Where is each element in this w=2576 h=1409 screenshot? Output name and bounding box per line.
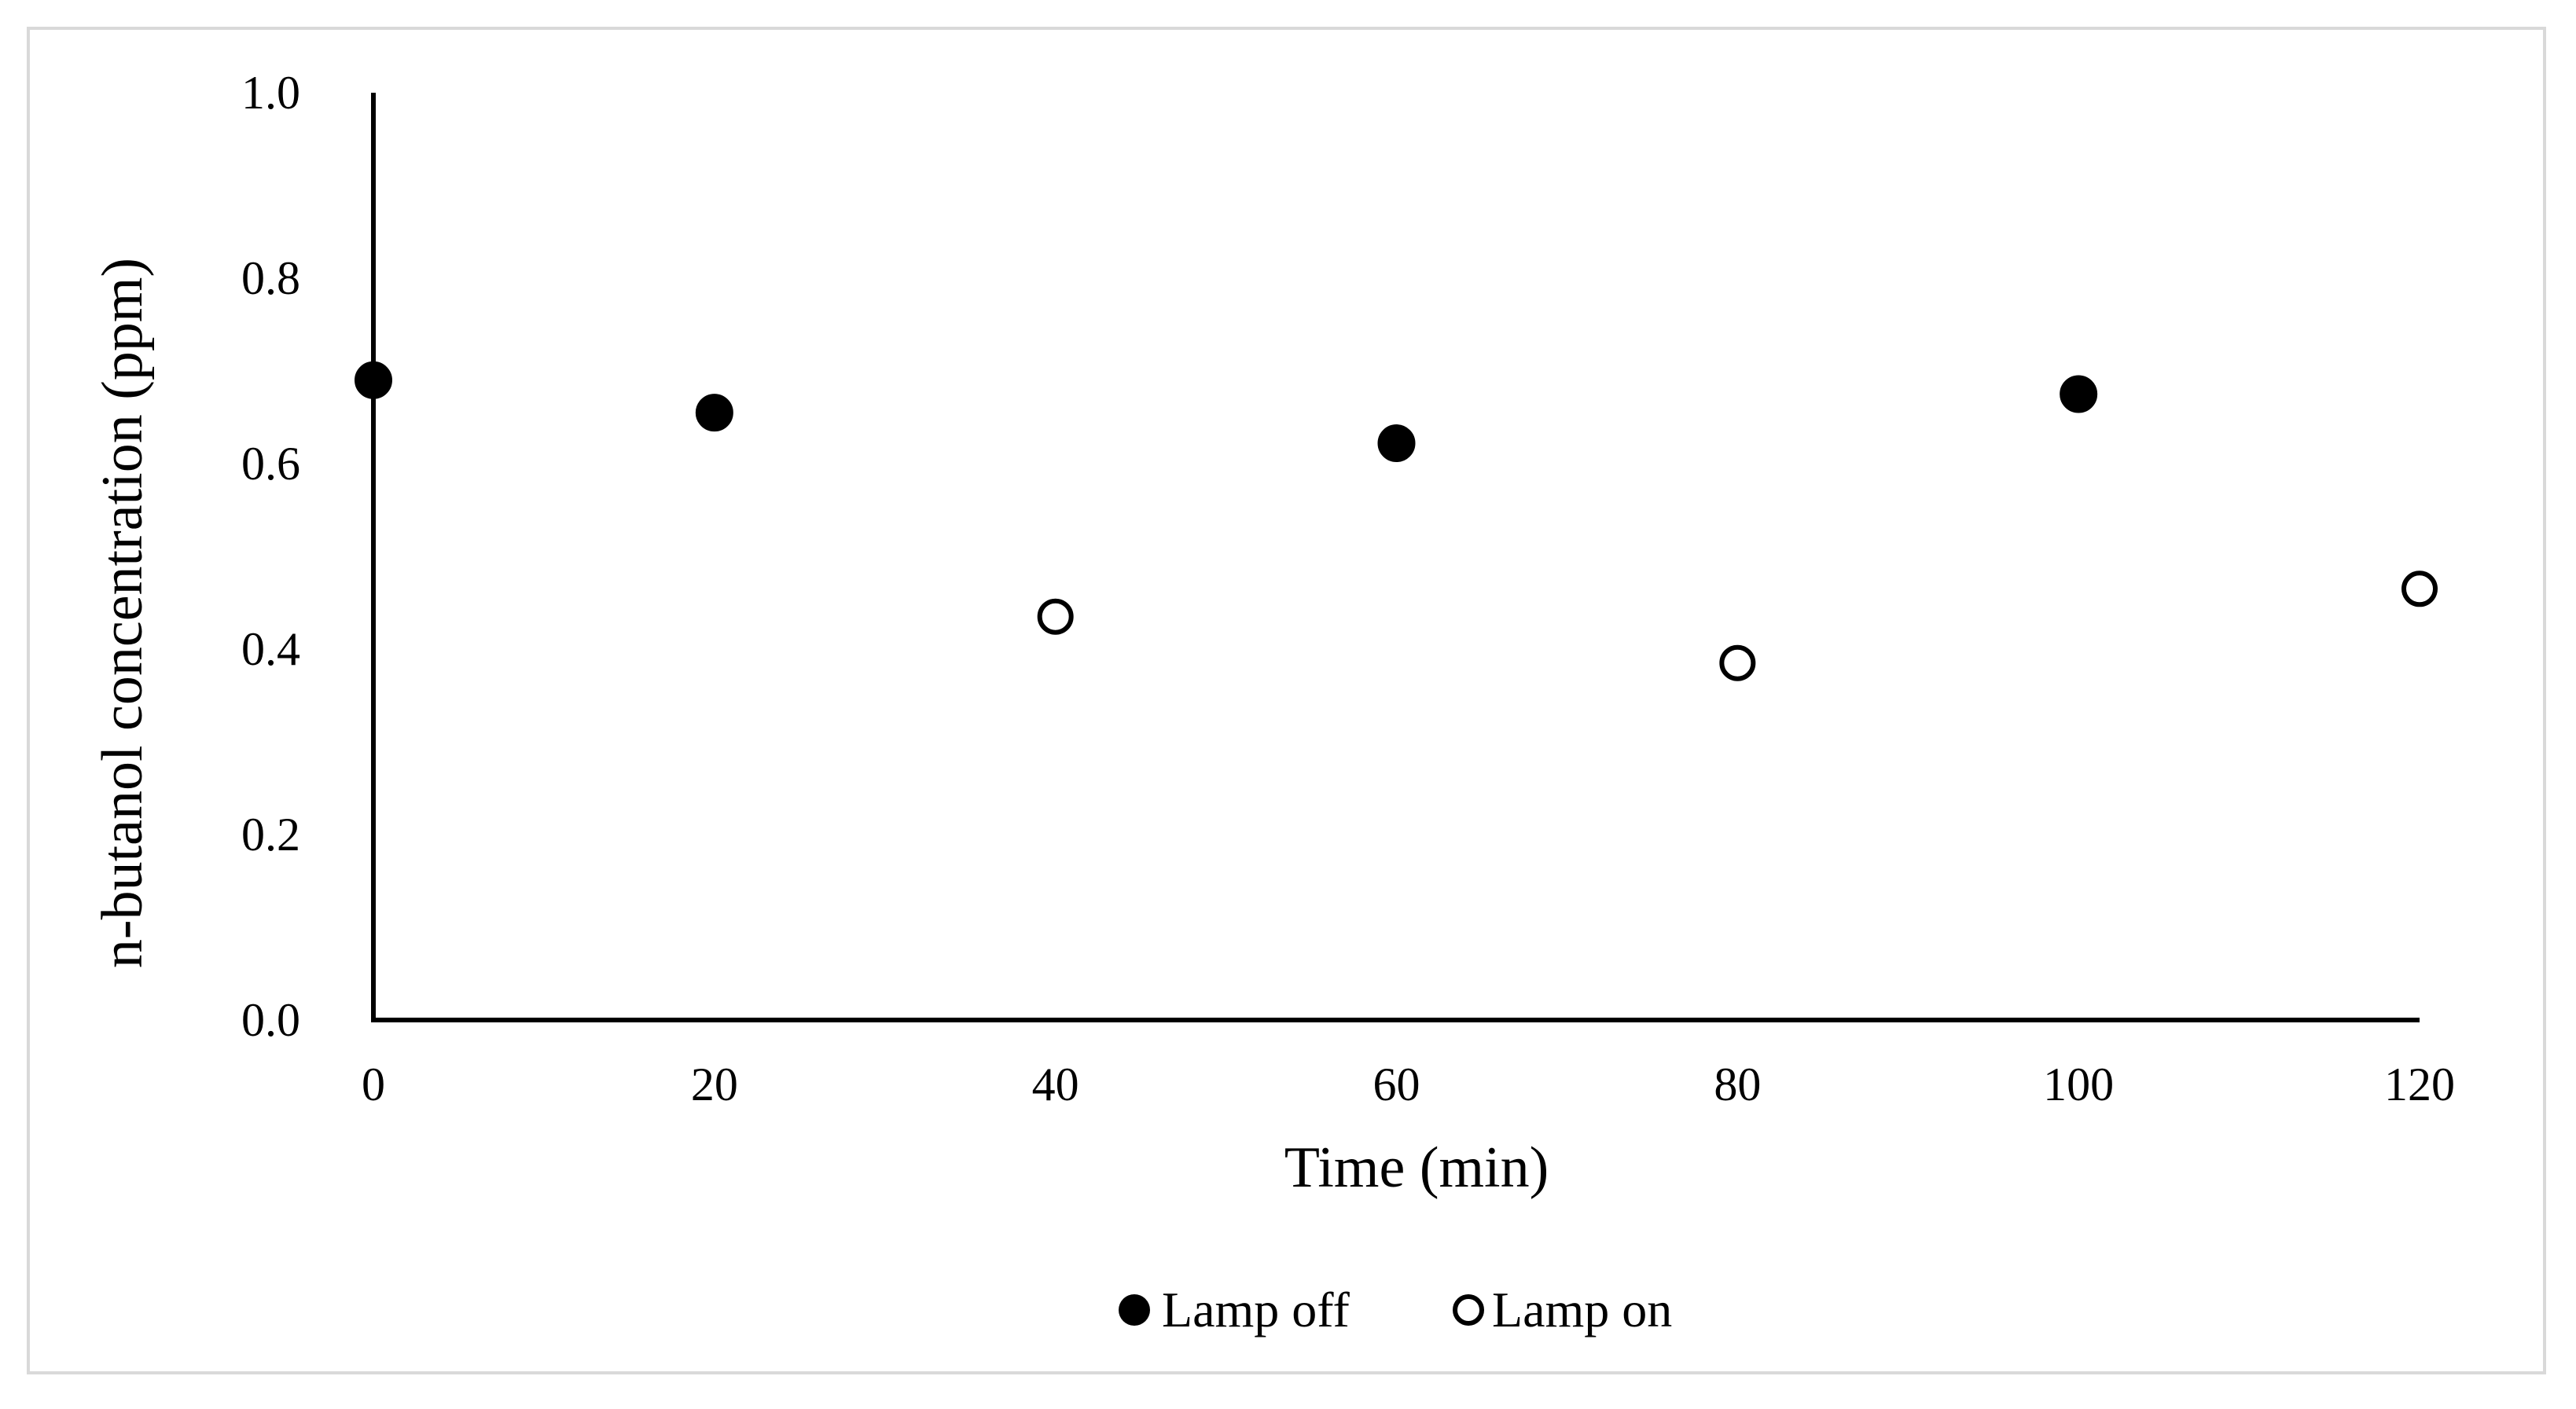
y-axis-title: n-butanol concentration (ppm) [90, 258, 155, 968]
x-tick-label: 100 [2043, 1059, 2114, 1110]
y-tick-label: 0.8 [241, 252, 300, 304]
y-tick-label: 0.2 [241, 809, 300, 860]
x-axis-title: Time (min) [1284, 1136, 1549, 1200]
lamp-off-point [2060, 375, 2098, 413]
y-tick-label: 0.6 [241, 438, 300, 490]
x-tick-label: 0 [362, 1059, 385, 1110]
data-points [355, 361, 2438, 681]
lamp-off-point [1377, 424, 1416, 463]
chart-frame [27, 27, 2546, 1374]
legend-label-lamp-on: Lamp on [1492, 1282, 1672, 1337]
x-tick-label: 60 [1373, 1059, 1420, 1110]
y-tick-label: 0.0 [241, 994, 300, 1046]
lamp-on-point [1037, 598, 1074, 635]
legend-marker-lamp-on [1453, 1294, 1484, 1326]
legend-marker-lamp-off [1119, 1294, 1150, 1326]
x-tick-label: 80 [1714, 1059, 1761, 1110]
y-tick-label: 0.4 [241, 623, 300, 675]
x-axis-ticks: 0 20 40 60 80 100 120 [362, 1059, 2455, 1110]
legend: Lamp off Lamp on [1119, 1282, 1672, 1337]
lamp-on-point [2401, 571, 2438, 607]
y-tick-label: 1.0 [241, 67, 300, 119]
lamp-off-point [355, 361, 392, 399]
x-tick-label: 40 [1032, 1059, 1079, 1110]
x-tick-label: 20 [691, 1059, 738, 1110]
legend-label-lamp-off: Lamp off [1162, 1282, 1350, 1337]
y-axis-ticks: 0.0 0.2 0.4 0.6 0.8 1.0 [241, 67, 300, 1046]
lamp-on-point [1719, 644, 1756, 681]
x-tick-label: 120 [2384, 1059, 2455, 1110]
lamp-off-point [695, 394, 733, 432]
